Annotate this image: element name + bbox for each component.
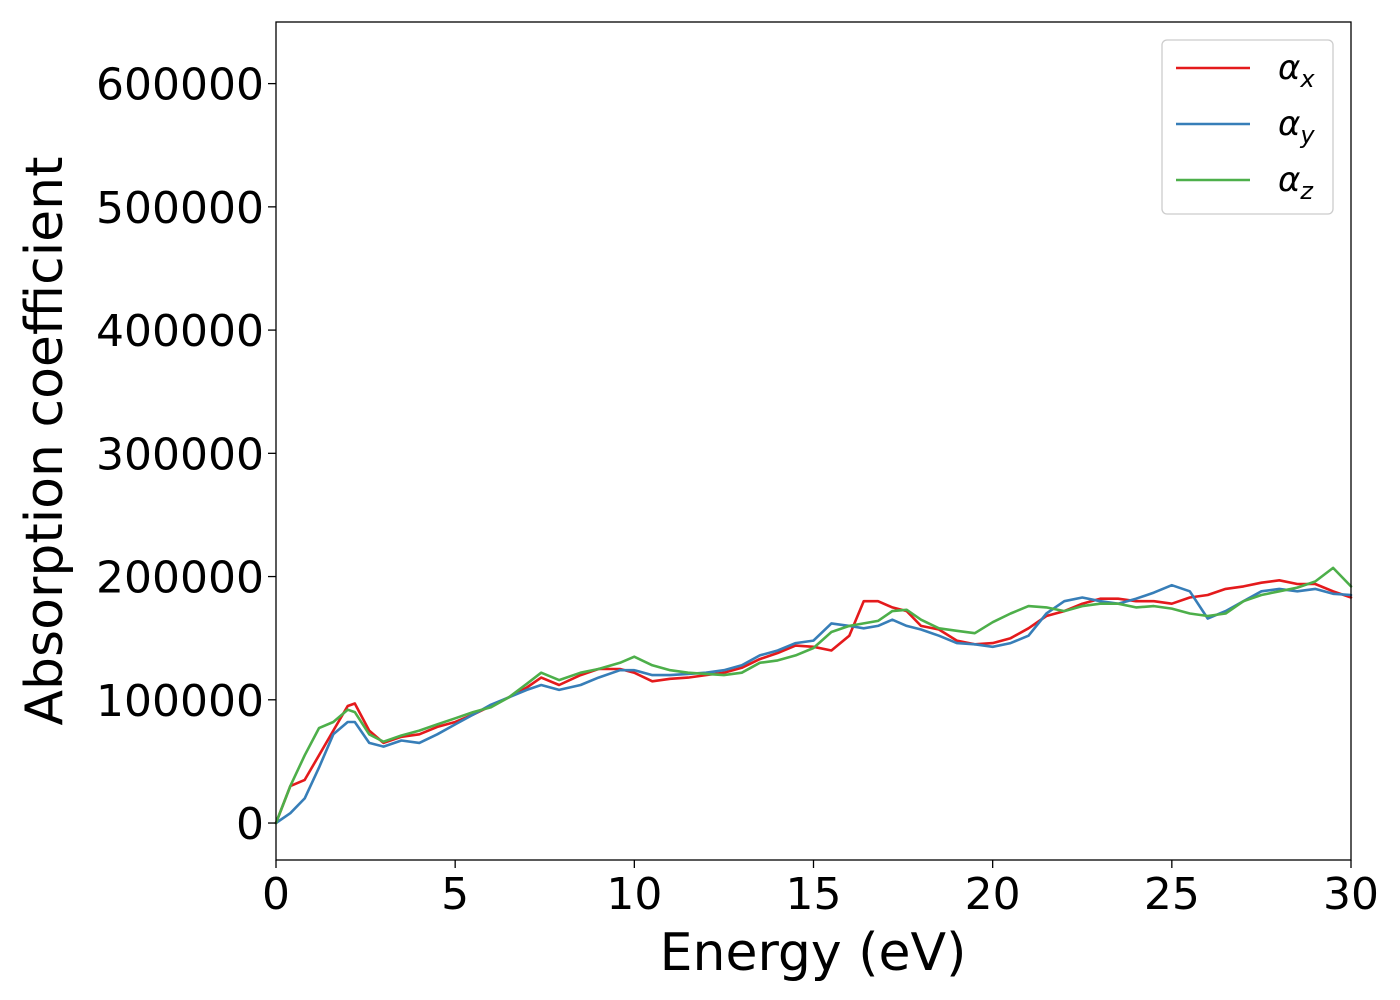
x-tick-label: 0 bbox=[262, 869, 290, 920]
y-tick-label: 200000 bbox=[96, 553, 264, 604]
y-tick-label: 300000 bbox=[96, 429, 264, 480]
x-tick-label: 5 bbox=[441, 869, 469, 920]
y-tick-label: 600000 bbox=[96, 60, 264, 111]
x-tick-label: 20 bbox=[965, 869, 1021, 920]
legend-box bbox=[1161, 39, 1334, 215]
ticks-layer: 0 5 10 15 20 25 30 0 100000 200000 300000 400000 500… bbox=[96, 60, 1379, 920]
y-tick-label: 100000 bbox=[96, 676, 264, 727]
y-axis-title: Absorption coefficient bbox=[15, 156, 75, 725]
series-line-y bbox=[274, 583, 1353, 825]
series-line-z bbox=[274, 566, 1353, 825]
x-tick-label: 10 bbox=[606, 869, 662, 920]
x-axis-title: Energy (eV) bbox=[660, 923, 967, 983]
x-tick-label: 25 bbox=[1144, 869, 1200, 920]
y-tick-label: 0 bbox=[236, 799, 264, 850]
y-tick-label: 500000 bbox=[96, 183, 264, 234]
x-tick-label: 30 bbox=[1323, 869, 1379, 920]
x-tick-label: 15 bbox=[786, 869, 842, 920]
series-layer bbox=[274, 566, 1353, 825]
series-line-x bbox=[274, 579, 1353, 825]
y-tick-label: 400000 bbox=[96, 306, 264, 357]
